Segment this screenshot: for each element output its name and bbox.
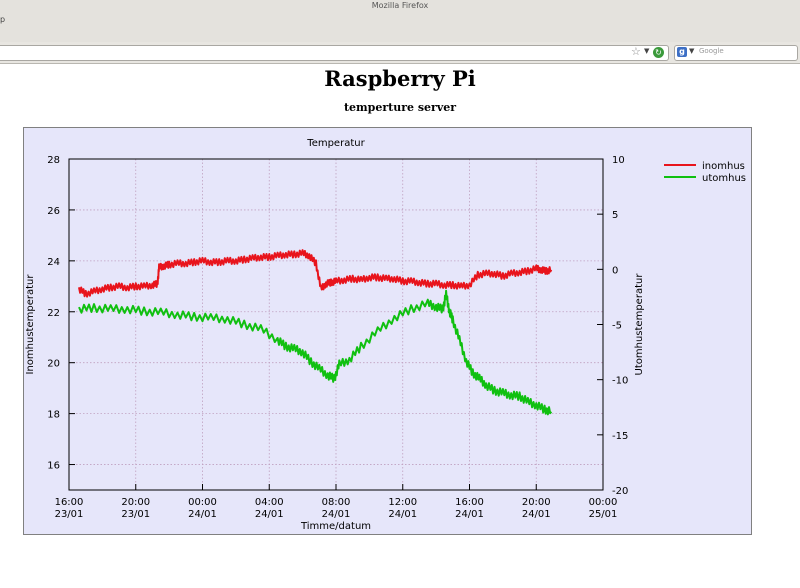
legend-label-inomhus: inomhus bbox=[702, 161, 745, 172]
reload-icon[interactable]: ↻ bbox=[653, 47, 664, 58]
navigation-toolbar: ☆ ▼ ↻ g ▼ Google bbox=[0, 42, 800, 64]
url-bar[interactable]: ☆ ▼ ↻ bbox=[0, 45, 669, 61]
series-line-utomhus bbox=[78, 289, 553, 416]
window-title: Mozilla Firefox bbox=[371, 1, 429, 10]
search-placeholder: Google bbox=[699, 47, 724, 55]
search-box[interactable]: g ▼ Google bbox=[674, 45, 798, 61]
bookmark-star-icon[interactable]: ☆ bbox=[631, 45, 641, 58]
y-tick-label: 28 bbox=[47, 155, 60, 166]
y2-tick-label: -20 bbox=[612, 486, 628, 497]
temperature-chart: 16182022242628-20-15-10-5051016:0023/012… bbox=[23, 127, 752, 535]
x-tick-time-label: 16:00 bbox=[55, 497, 84, 508]
x-tick-time-label: 20:00 bbox=[522, 497, 551, 508]
x-tick-date-label: 25/01 bbox=[589, 509, 618, 520]
google-icon[interactable]: g bbox=[677, 47, 687, 57]
x-tick-time-label: 20:00 bbox=[121, 497, 150, 508]
y2-tick-label: -15 bbox=[612, 431, 628, 442]
x-tick-date-label: 24/01 bbox=[388, 509, 417, 520]
x-tick-time-label: 04:00 bbox=[255, 497, 284, 508]
x-tick-time-label: 12:00 bbox=[388, 497, 417, 508]
y-axis-title: Inomhustemperatur bbox=[25, 274, 36, 375]
page-subtitle: temperture server bbox=[343, 101, 457, 114]
x-tick-time-label: 00:00 bbox=[589, 497, 618, 508]
series-line-inomhus bbox=[78, 249, 553, 298]
y2-tick-label: -5 bbox=[612, 321, 622, 332]
x-tick-date-label: 23/01 bbox=[55, 509, 84, 520]
y-tick-label: 20 bbox=[47, 359, 60, 370]
y-tick-label: 16 bbox=[47, 461, 60, 472]
y2-tick-label: 0 bbox=[612, 265, 618, 276]
history-dropdown-icon[interactable]: ▼ bbox=[644, 47, 650, 55]
chart-title: Temperatur bbox=[306, 138, 365, 149]
y-tick-label: 22 bbox=[47, 308, 60, 319]
y2-tick-label: -10 bbox=[612, 376, 628, 387]
x-tick-date-label: 24/01 bbox=[188, 509, 217, 520]
x-tick-time-label: 00:00 bbox=[188, 497, 217, 508]
x-tick-date-label: 23/01 bbox=[121, 509, 150, 520]
y2-tick-label: 10 bbox=[612, 155, 625, 166]
page-title: Raspberry Pi bbox=[324, 66, 476, 91]
x-tick-date-label: 24/01 bbox=[255, 509, 284, 520]
legend-label-utomhus: utomhus bbox=[702, 173, 746, 184]
y2-tick-label: 5 bbox=[612, 210, 618, 221]
browser-titlebar: Mozilla Firefox p bbox=[0, 0, 800, 43]
y-tick-label: 24 bbox=[47, 257, 60, 268]
tab-edge-text: p bbox=[0, 15, 6, 24]
y2-axis-title: Utomhustemperatur bbox=[634, 273, 645, 376]
x-axis-title: Timme/datum bbox=[300, 521, 371, 532]
chart-background bbox=[23, 127, 752, 535]
chart-container: 16 18 20 22 24 26 28 -20 -15 -10 -5 0 5 10 16:00 23/01 2… bbox=[23, 127, 752, 535]
x-tick-time-label: 16:00 bbox=[455, 497, 484, 508]
x-tick-time-label: 08:00 bbox=[322, 497, 351, 508]
x-tick-date-label: 24/01 bbox=[322, 509, 351, 520]
x-tick-date-label: 24/01 bbox=[455, 509, 484, 520]
y-tick-label: 26 bbox=[47, 206, 60, 217]
x-tick-date-label: 24/01 bbox=[522, 509, 551, 520]
search-engine-dropdown-icon[interactable]: ▼ bbox=[689, 47, 695, 55]
y-tick-label: 18 bbox=[47, 410, 60, 421]
